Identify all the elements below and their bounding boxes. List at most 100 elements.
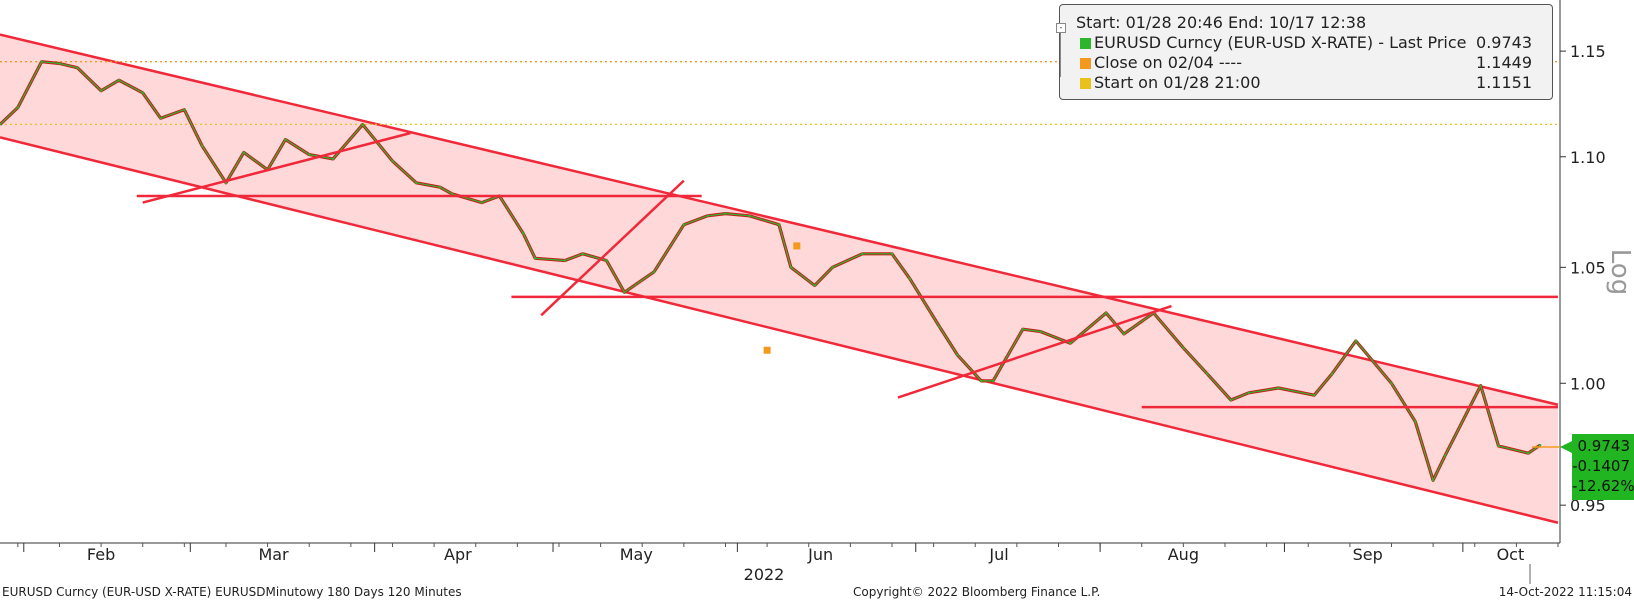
legend-entry-label: Start on 01/28 21:00 [1094, 73, 1261, 92]
price-point [682, 223, 686, 226]
x-tick-label: Apr [444, 545, 472, 564]
price-point [1330, 372, 1334, 375]
price-point [200, 144, 204, 148]
price-point [1021, 328, 1025, 331]
price-point [415, 181, 418, 185]
legend-tree-connector: - [1056, 23, 1069, 77]
price-point [141, 91, 144, 95]
price-series [0, 60, 1542, 482]
price-point [979, 379, 983, 383]
y-axis-ticks: 0.95 1.00 1.05 1.10 1.15 [1560, 42, 1606, 515]
price-point [242, 151, 246, 154]
price-point [1277, 386, 1280, 390]
y-tick-label: 1.10 [1570, 148, 1606, 167]
trend-channel [0, 33, 1559, 524]
price-point [890, 252, 894, 255]
price-point [1414, 420, 1417, 423]
price-badge-shape [1560, 434, 1634, 500]
footer-security-info: EURUSD Curncy (EUR-USD X-RATE) EURUSDMin… [2, 585, 462, 599]
y-tick-label: 1.00 [1570, 374, 1606, 393]
trend-line [142, 131, 411, 204]
trend-line [540, 179, 685, 317]
price-point [40, 60, 43, 63]
price-point [831, 266, 834, 269]
channel-band [0, 34, 1558, 523]
price-point [450, 192, 454, 195]
price-point [58, 62, 61, 65]
price-point [1182, 346, 1185, 350]
x-axis-ticks: Feb Mar Apr May Jun Jul Aug Sep Oct [17, 543, 1559, 564]
legend-swatch-orange [1080, 58, 1091, 69]
price-point [16, 106, 20, 109]
price-point [623, 291, 626, 294]
price-point [361, 123, 364, 126]
price-point [1122, 332, 1126, 336]
axes [0, 0, 1561, 544]
x-tick-label: Aug [1168, 545, 1199, 564]
legend-header: Start: 01/28 20:46 End: 10/17 12:38 [1076, 13, 1367, 32]
price-point [861, 252, 864, 255]
x-tick-label: Feb [87, 545, 115, 564]
legend-entry-label: EURUSD Curncy (EUR-USD X-RATE) - Last Pr… [1094, 33, 1467, 52]
y-tick-label: 1.15 [1570, 42, 1606, 61]
price-point [159, 116, 162, 120]
price-point [480, 201, 483, 204]
collapse-icon[interactable]: - [1056, 23, 1066, 33]
x-tick-label: Jul [988, 545, 1008, 564]
price-point [652, 270, 656, 274]
price-point [908, 277, 912, 280]
price-point [117, 79, 121, 82]
x-tick-label: May [620, 545, 653, 564]
trend-lines [136, 131, 1558, 409]
price-point [1039, 330, 1042, 333]
price-point [724, 212, 727, 215]
price-point [1354, 339, 1358, 343]
marker-square [793, 242, 801, 250]
price-point [813, 284, 816, 287]
channel-lower-line [0, 136, 1559, 524]
price-point [1431, 479, 1435, 482]
price-point [956, 353, 959, 357]
footer-copyright: Copyright© 2022 Bloomberg Finance L.P. [853, 585, 1101, 599]
price-point [533, 257, 537, 260]
price-point [99, 89, 103, 92]
x-tick-label: Jun [807, 545, 833, 564]
price-point [1069, 342, 1072, 345]
price-point [1312, 393, 1316, 397]
price-point [183, 108, 186, 111]
legend-swatch-yellow [1080, 78, 1091, 89]
price-point [748, 214, 751, 218]
x-tick-label: Mar [258, 545, 289, 564]
legend-entry-label: Close on 02/04 ---- [1094, 53, 1242, 72]
y-tick-label: 1.05 [1570, 258, 1606, 277]
footer-timestamp: 14-Oct-2022 11:15:04 [1498, 585, 1632, 599]
price-point [391, 159, 394, 163]
price-point [1229, 398, 1233, 402]
badge-last-price: 0.9743 [1577, 437, 1631, 455]
legend-entry-value: 1.1151 [1476, 73, 1532, 92]
legend-entry-close: Close on 02/04 ---- 1.1449 [1076, 53, 1542, 73]
price-point [1205, 372, 1209, 375]
price-point [581, 252, 584, 255]
price-point [789, 266, 793, 269]
legend-entry-value: 1.1449 [1476, 53, 1532, 72]
price-point [1104, 311, 1108, 315]
x-year-label: 2022 [744, 565, 785, 584]
price-point [1479, 384, 1482, 387]
price-point [1247, 391, 1250, 394]
price-point [991, 379, 995, 383]
marker-square [763, 346, 771, 354]
price-point [76, 66, 79, 69]
price-badge: 0.9743 -0.1407 -12.62% [1572, 436, 1634, 498]
price-point [1390, 382, 1393, 385]
price-point [284, 138, 287, 141]
trend-line [897, 304, 1172, 399]
legend-entry-start: Start on 01/28 21:00 1.1151 [1076, 73, 1542, 93]
price-point [706, 214, 709, 218]
x-tick-label: Sep [1353, 545, 1383, 564]
price-point [563, 259, 567, 262]
legend: Start: 01/28 20:46 End: 10/17 12:38 - EU… [1056, 4, 1553, 100]
price-point [0, 123, 2, 126]
x-tick-label: Oct [1497, 545, 1525, 564]
